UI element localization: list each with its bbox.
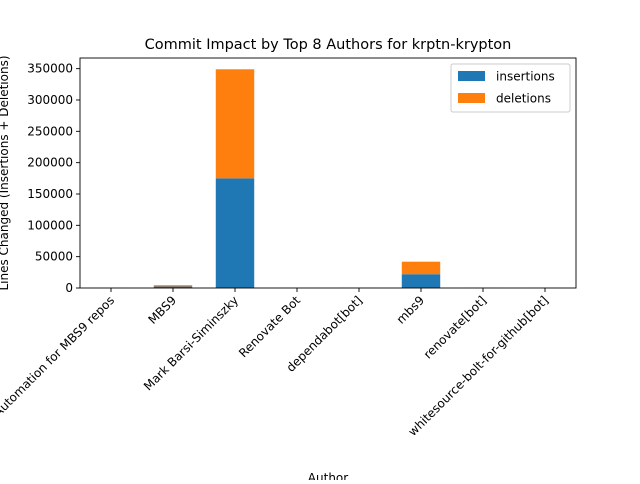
y-tick-label-2: 100000	[27, 218, 73, 232]
plot-area: 0 50000 100000 150000 200000 250000 300000 3500…	[0, 58, 576, 439]
legend-swatch-insertions	[458, 71, 485, 81]
legend-label-insertions: insertions	[496, 70, 555, 84]
legend-swatch-deletions	[458, 93, 485, 103]
x-tick-label-3: Renovate Bot	[236, 293, 303, 360]
y-tick-label-7: 350000	[27, 62, 73, 76]
x-axis-label: Author	[308, 471, 348, 480]
bar-deletions-1	[154, 285, 192, 286]
x-tick-label-7: whitesource-bolt-for-github[bot]	[406, 293, 552, 439]
x-tick-label-1: MBS9	[145, 293, 179, 327]
bar-deletions-5	[402, 262, 440, 275]
y-tick-label-3: 150000	[27, 187, 73, 201]
y-tick-label-0: 0	[65, 281, 73, 295]
y-tick-label-1: 50000	[35, 250, 73, 264]
bar-deletions-2	[216, 69, 254, 178]
x-tick-label-5: mbs9	[394, 293, 427, 326]
bar-insertions-2	[216, 178, 254, 288]
legend-label-deletions: deletions	[496, 92, 551, 106]
bar-insertions-5	[402, 274, 440, 288]
y-tick-label-6: 300000	[27, 93, 73, 107]
x-tick-label-6: renovate[bot]	[421, 293, 489, 361]
y-tick-label-5: 250000	[27, 124, 73, 138]
y-tick-label-4: 200000	[27, 156, 73, 170]
chart-title: Commit Impact by Top 8 Authors for krptn…	[145, 37, 512, 53]
x-tick-label-0: Automation for MBS9 repos	[0, 293, 117, 419]
y-axis-label: Lines Changed (Insertions + Deletions)	[0, 55, 11, 290]
